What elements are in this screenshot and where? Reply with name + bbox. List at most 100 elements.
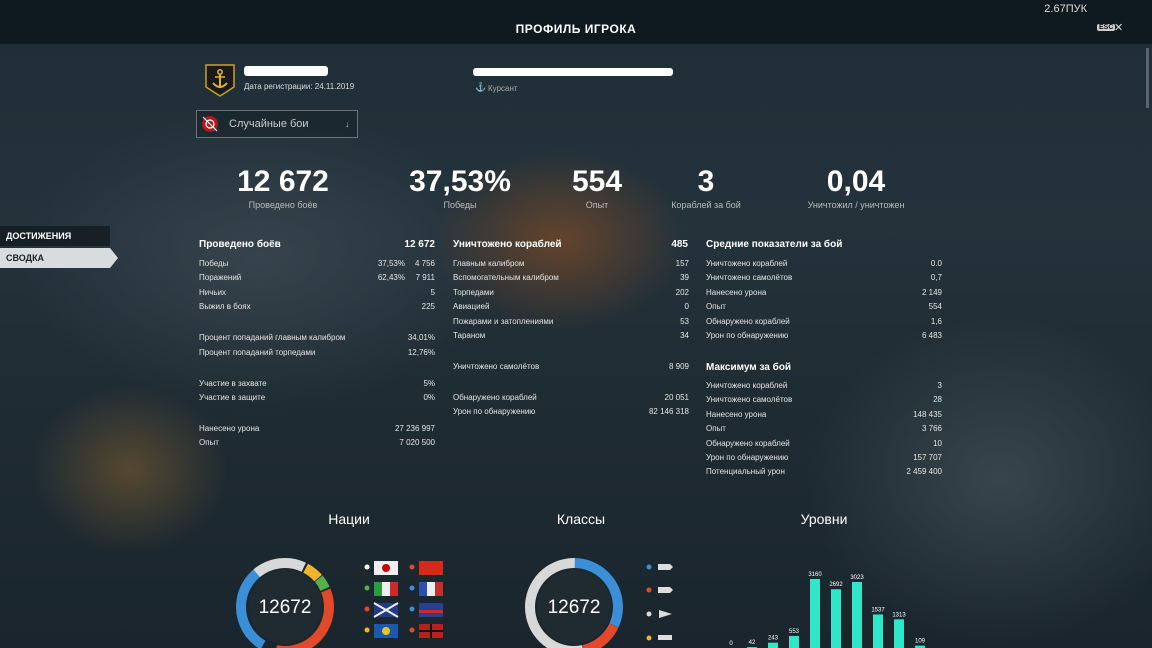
stat-row: Главным калибром 157 [453,259,689,268]
donut-hole [537,570,611,644]
stat-row: Опыт 7 020 500 [199,438,435,447]
tier-bar-III [768,642,778,648]
col2-header-value: 485 [671,239,688,250]
stat-row: Победы 37,53% 4 756 [199,259,435,268]
cruiser-class-icon [658,587,673,593]
flag-ussr-icon [419,561,443,575]
legend-dot [409,627,415,633]
stat-row: Процент попаданий торпедами 12,76% [199,348,435,357]
stat-row: Участие в захвате 5% [199,379,435,388]
tier-bar-label: 3023 [850,575,864,581]
donut-segment [525,558,623,648]
col1-header-value: 12 672 [404,239,435,250]
donut-total-label: 12672 [548,597,601,618]
tier-bar-IV [789,635,799,648]
stat-row: Урон по обнаружению 157 707 [706,453,942,462]
col3-header: Средние показатели за бой [706,239,843,250]
rank-label: Курсант [488,84,518,93]
legend-dot [364,585,370,591]
col2-header: Уничтожено кораблей [453,239,562,250]
col1-header: Проведено боёв [199,239,281,250]
chart-title-nations: Нации [328,511,370,527]
tier-bar-label: 553 [789,629,800,635]
chart-title-classes: Классы [556,511,606,527]
classes-donut-chart: 12672 [525,558,623,648]
col3-max-header: Максимум за бой [706,362,792,373]
registration-date: Дата регистрации: 24.11.2019 [244,82,355,91]
legend-dot [364,627,370,633]
big-stat-experience: 554 Опыт [571,165,623,211]
tier-bar-VI [831,589,841,648]
stat-row: Процент попаданий главным калибром 34,01% [199,333,435,342]
legend-dot [646,611,652,617]
classes-legend [646,564,673,641]
stat-row: Поражений 62,43% 7 911 [199,273,435,282]
tab-achievements[interactable]: ДОСТИЖЕНИЯ [0,226,110,246]
stat-row: Нанесено урона 148 435 [706,410,942,419]
tier-bar-label: 1313 [892,612,906,618]
donut-total-label: 12672 [259,597,312,618]
big-stat-ships-per-battle: 3 Кораблей за бой [671,165,741,211]
scrollbar[interactable] [1146,48,1149,108]
nations-legend [364,561,443,638]
donut-segment [236,558,334,648]
stat-row: Урон по обнаружению 82 146 318 [453,407,689,416]
stat-row: Нанесено урона 27 236 997 [199,424,435,433]
stat-row: Уничтожено кораблей 0.0 [706,259,942,268]
stat-row: Обнаружено кораблей 1,6 [706,317,942,326]
tier-bar-V [810,579,820,648]
stat-row: Выжил в боях 225 [199,302,435,311]
nations-donut-chart: 12672 [236,558,334,648]
tier-bar-label: 0 [729,641,733,647]
legend-dot [409,606,415,612]
stat-row: Тараном 34 [453,331,689,340]
legend-dot [409,564,415,570]
stat-row: Уничтожено самолётов 8 909 [453,362,689,371]
stat-row: Обнаружено кораблей 10 [706,439,942,448]
stat-row: Вспомогательным калибром 39 [453,273,689,282]
stat-row: Уничтожено кораблей 3 [706,381,942,390]
anchor-rank-icon [205,64,235,97]
esc-key-badge[interactable]: ESC [1097,24,1116,31]
tiers-bar-chart: 0 42 243 553 3160 2692 3023 1537 1313 109 [729,572,926,648]
stat-row: Авиацией 0 [453,302,689,311]
legend-dot [364,606,370,612]
big-stat-battles: 12 672 Проведено боёв [237,165,329,211]
clan-name-redacted [473,68,673,76]
donut-hole [248,570,322,644]
stat-row: Урон по обнаружению 6 483 [706,331,942,340]
stat-row: Опыт 554 [706,302,942,311]
stat-row: Потенциальный урон 2 459 400 [706,467,942,476]
stat-row: Опыт 3 766 [706,424,942,433]
legend-dot [646,587,652,593]
tier-bar-label: 2692 [829,582,843,588]
big-stat-winrate: 37,53% Победы [409,165,511,211]
tab-summary[interactable]: СВОДКА [0,248,118,268]
big-stat-kd-ratio: 0,04 Уничтожил / уничтожен [807,165,905,211]
donut-segment [236,558,334,648]
stat-row: Пожарами и затоплениями 53 [453,317,689,326]
tier-bar-label: 3160 [808,572,822,578]
tier-bar-label: 243 [768,636,779,642]
donut-segment [525,558,623,648]
flag-italy-icon [374,582,382,596]
donut-segment [236,558,334,648]
stat-row: Обнаружено кораблей 20 051 [453,393,689,402]
top-bar: ПРОФИЛЬ ИГРОКА ESC ✕ [0,0,1152,45]
battle-mode-dropdown[interactable]: Случайные бои ↓ [196,110,358,138]
battleship-class-icon [659,610,672,618]
stat-row: Ничьих 5 [199,288,435,297]
page-title: ПРОФИЛЬ ИГРОКА [515,22,637,36]
stat-row: Уничтожено самолётов 0,7 [706,273,942,282]
chevron-down-icon: ↓ [345,119,350,129]
tier-bar-VII [852,581,862,648]
player-name-redacted [244,66,328,76]
close-icon[interactable]: ✕ [1114,22,1124,34]
legend-dot [409,585,415,591]
legend-dot [646,635,652,641]
tier-bar-VIII [873,614,883,648]
stat-row: Уничтожено самолётов 28 [706,395,942,404]
flag-france-icon [419,582,427,596]
chart-title-tiers: Уровни [800,511,848,527]
